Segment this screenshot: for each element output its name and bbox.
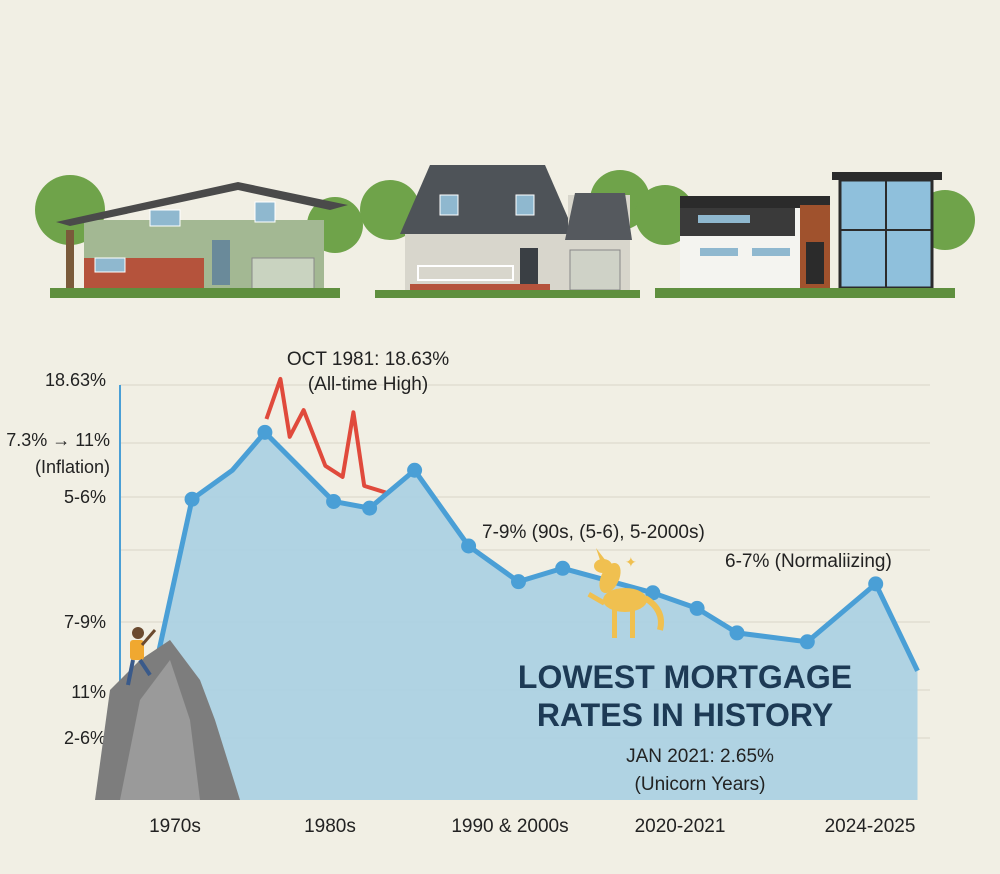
headline-line2: RATES IN HISTORY: [537, 697, 833, 733]
rate-data-point: [461, 538, 477, 554]
low-annotation-line2: (Unicorn Years): [635, 774, 766, 795]
rate-line: [147, 429, 920, 692]
x-tick-label: 1980s: [304, 816, 356, 837]
headline-line1: LOWEST MORTGAGE: [518, 659, 852, 695]
rate-data-point: [645, 585, 661, 601]
rate-data-point: [257, 424, 273, 440]
x-tick-label: 1990 & 2000s: [451, 816, 568, 837]
rate-data-point: [868, 576, 884, 592]
rate-data-point: [407, 462, 423, 478]
nineties-annotation: 7-9% (90s, (5-6), 5-2000s): [482, 522, 705, 543]
y-tick-label: 2-6%: [64, 728, 106, 748]
climber-icon: [126, 627, 157, 686]
rate-data-point: [729, 625, 745, 641]
y-tick-label: 18.63%: [45, 370, 106, 390]
peak-rate-line: [264, 376, 387, 495]
peak-annotation-line2: (All-time High): [308, 374, 428, 395]
rate-data-point: [555, 560, 571, 576]
rate-data-point: [511, 574, 526, 590]
rate-data-point: [799, 634, 815, 650]
y-tick-label: 5-6%: [64, 487, 106, 507]
y-tick-label: 7-9%: [64, 612, 106, 632]
house-modern-icon: [635, 172, 975, 298]
rate-data-point: [689, 600, 705, 616]
rate-data-point: [362, 500, 378, 516]
rock-icon: [95, 640, 240, 800]
y-tick-label: 7.3% → 11%: [6, 430, 110, 450]
rate-data-point: [326, 493, 342, 509]
low-annotation-line1: JAN 2021: 2.65%: [626, 746, 774, 767]
normalizing-annotation: 6-7% (Normaliizing): [725, 551, 892, 572]
house-1970s-icon: [35, 175, 363, 298]
y-tick-label: (Inflation): [35, 457, 110, 477]
x-tick-label: 2020-2021: [635, 816, 726, 837]
y-tick-label: 11%: [71, 682, 106, 702]
house-1990s-icon: [360, 165, 650, 298]
peak-annotation-line1: OCT 1981: 18.63%: [287, 349, 449, 370]
x-tick-label: 1970s: [149, 816, 201, 837]
unicorn-icon: ✦: [587, 548, 664, 638]
svg-text:✦: ✦: [625, 554, 637, 570]
rate-data-point: [184, 491, 200, 507]
rate-area-fill: [150, 432, 918, 800]
x-tick-label: 2024-2025: [825, 816, 916, 837]
